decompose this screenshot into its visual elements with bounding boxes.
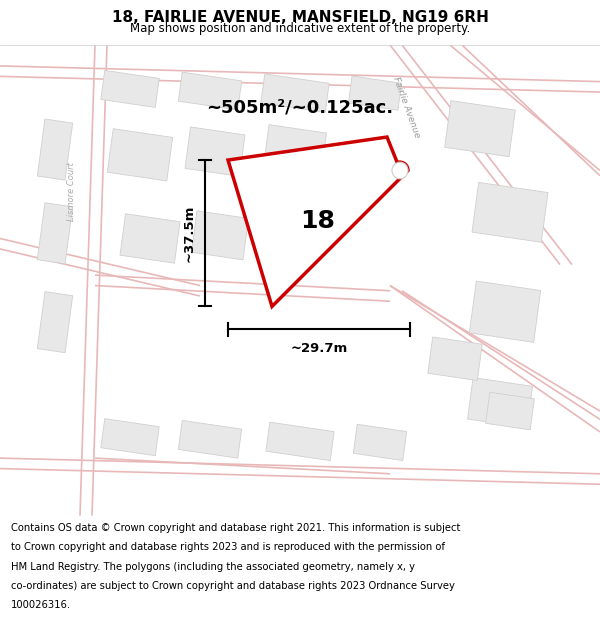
Polygon shape: [228, 137, 408, 306]
Text: ~505m²/~0.125ac.: ~505m²/~0.125ac.: [206, 99, 394, 117]
Polygon shape: [178, 72, 242, 110]
Polygon shape: [191, 211, 248, 260]
Text: 18: 18: [301, 209, 335, 232]
Polygon shape: [178, 421, 242, 458]
Polygon shape: [266, 422, 334, 461]
Text: ~37.5m: ~37.5m: [182, 204, 196, 262]
Polygon shape: [37, 292, 73, 352]
Circle shape: [392, 162, 408, 179]
Text: 100026316.: 100026316.: [11, 600, 71, 610]
Polygon shape: [428, 337, 482, 381]
Text: HM Land Registry. The polygons (including the associated geometry, namely x, y: HM Land Registry. The polygons (includin…: [11, 561, 415, 571]
Polygon shape: [472, 182, 548, 243]
Polygon shape: [349, 76, 401, 110]
Polygon shape: [467, 378, 532, 428]
Polygon shape: [37, 119, 73, 180]
Polygon shape: [101, 71, 159, 108]
Text: 18, FAIRLIE AVENUE, MANSFIELD, NG19 6RH: 18, FAIRLIE AVENUE, MANSFIELD, NG19 6RH: [112, 10, 488, 25]
Text: to Crown copyright and database rights 2023 and is reproduced with the permissio: to Crown copyright and database rights 2…: [11, 542, 445, 552]
Polygon shape: [263, 124, 326, 174]
Polygon shape: [353, 424, 407, 461]
Text: Contains OS data © Crown copyright and database right 2021. This information is : Contains OS data © Crown copyright and d…: [11, 523, 460, 533]
Polygon shape: [261, 74, 329, 112]
Polygon shape: [101, 419, 159, 456]
Text: Lismore Court: Lismore Court: [67, 162, 77, 221]
Polygon shape: [37, 202, 73, 264]
Polygon shape: [120, 214, 180, 263]
Polygon shape: [485, 392, 535, 430]
Text: Fairlie Avenue: Fairlie Avenue: [391, 76, 421, 139]
Polygon shape: [469, 281, 541, 342]
Polygon shape: [445, 101, 515, 157]
Polygon shape: [185, 127, 245, 176]
Text: ~29.7m: ~29.7m: [290, 342, 347, 355]
Text: co-ordinates) are subject to Crown copyright and database rights 2023 Ordnance S: co-ordinates) are subject to Crown copyr…: [11, 581, 455, 591]
Text: Map shows position and indicative extent of the property.: Map shows position and indicative extent…: [130, 22, 470, 35]
Polygon shape: [107, 129, 173, 181]
